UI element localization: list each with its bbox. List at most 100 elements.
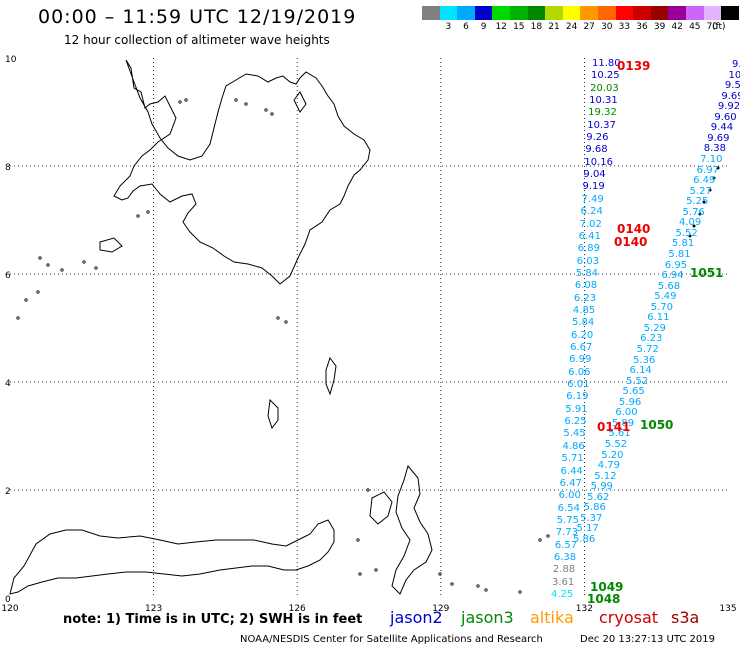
track-reading: 6.00 — [558, 490, 581, 502]
track-reading: 3.61 — [551, 576, 575, 588]
legend-label: 3 — [445, 22, 452, 32]
track-reading: 6.57 — [554, 539, 578, 551]
islet — [60, 268, 64, 272]
legend-swatch — [721, 6, 739, 20]
satellite-cryosat-label: cryosat — [599, 608, 659, 627]
satellite-jason3-label: jason3 — [461, 608, 514, 627]
legend-swatch — [422, 6, 440, 20]
track-point — [716, 166, 720, 170]
track-reading: 5.37 — [580, 512, 603, 524]
latitude-tick: 8 — [5, 163, 11, 173]
track-reading: 5.96 — [618, 396, 642, 408]
islet — [264, 108, 268, 112]
legend-swatch — [633, 6, 651, 20]
satellite-s3a-label: s3a — [671, 608, 700, 627]
page-subtitle: 12 hour collection of altimeter wave hei… — [64, 33, 330, 47]
track-point — [698, 212, 702, 216]
axis-tick-labels: 120 123 126 129 132 135 10 8 6 4 2 0 — [1, 55, 736, 614]
legend-label: 6 — [463, 22, 469, 32]
islet — [178, 100, 182, 104]
track-reading: 5.52 — [626, 375, 649, 387]
islet — [284, 320, 288, 324]
track-point — [712, 176, 716, 180]
legend-swatch — [685, 6, 704, 20]
track-reading: 9.69 — [707, 132, 730, 144]
track-reading: 5.45 — [563, 428, 586, 440]
track-reading: 5.70 — [650, 301, 673, 313]
legend-label: 70 — [706, 22, 719, 32]
legend-label: 30 — [601, 22, 613, 32]
track-reading: 5.86 — [583, 502, 606, 514]
track-point — [688, 234, 692, 238]
track-reading: 6.47 — [559, 477, 582, 489]
islet — [476, 584, 480, 588]
track-reading: 5.86 — [573, 534, 596, 545]
islet — [184, 98, 188, 102]
islet — [484, 588, 488, 592]
islet — [36, 290, 40, 294]
longitude-tick: 123 — [145, 604, 162, 614]
islet — [438, 572, 442, 576]
legend-swatch — [509, 6, 528, 20]
track-reading: 9.44 — [710, 122, 734, 134]
legend-swatch — [615, 6, 634, 20]
track-reading: 6.54 — [557, 502, 580, 514]
islet — [146, 210, 150, 214]
track-reading: 5.99 — [590, 481, 613, 493]
pass-number-label: 0141 — [597, 420, 631, 434]
legend-label: 45 — [689, 22, 701, 32]
track-reading: 4.25 — [551, 589, 574, 600]
track-reading: 6.95 — [664, 259, 688, 271]
legend-swatch — [527, 6, 546, 20]
track-reading: 6.23 — [640, 333, 663, 345]
legend-label: 18 — [530, 22, 543, 32]
track-reading: 5.29 — [643, 322, 666, 334]
track-reading: 5.72 — [636, 344, 659, 355]
track-reading: 10.25 — [591, 70, 620, 82]
longitude-tick: 126 — [289, 604, 306, 614]
islet — [94, 266, 98, 270]
pass-number-label: 1049 — [590, 580, 624, 594]
track-reading: 5.76 — [682, 206, 705, 218]
track-reading: 9.69 — [721, 90, 740, 102]
track-reading: 11.80 — [592, 58, 621, 69]
track-reading: 7.02 — [579, 218, 602, 230]
talaud-island — [267, 398, 279, 430]
track-reading: 2.88 — [552, 564, 576, 576]
siargao-island — [293, 91, 307, 113]
track-reading: 6.19 — [566, 391, 589, 403]
track-reading: 6.23 — [573, 292, 597, 304]
track-reading: 9.60 — [714, 111, 737, 123]
track-reading: 5.84 — [571, 317, 595, 329]
halmahera-coastline — [391, 464, 433, 595]
track-reading: 6.67 — [570, 342, 593, 354]
track-reading: 6.97 — [696, 164, 719, 176]
track-reading: 5.20 — [601, 449, 624, 461]
legend-label: 42 — [671, 22, 683, 32]
sulu-island — [99, 237, 123, 253]
track-reading: 5.89 — [611, 417, 635, 429]
islet — [356, 538, 360, 542]
islet — [374, 568, 378, 572]
track-reading: 9.92 — [717, 101, 740, 113]
legend-swatch — [580, 6, 598, 20]
legend-label: 9 — [480, 22, 487, 32]
longitude-tick: 120 — [1, 604, 18, 614]
islet — [24, 298, 28, 302]
track-reading: 9.04 — [583, 169, 606, 181]
pass-number-label: 1051 — [690, 266, 724, 280]
track-reading: 6.00 — [615, 407, 638, 419]
track-reading: 6.03 — [576, 255, 599, 267]
pass-number-label: 0140 — [617, 222, 651, 236]
track-reading: 5.71 — [561, 453, 584, 465]
track-reading: 5.75 — [556, 514, 579, 526]
track-reading: 5.52 — [675, 227, 698, 239]
track-reading: 6.49 — [693, 175, 716, 187]
islet — [538, 538, 542, 542]
islet — [136, 214, 140, 218]
track-reading: 5.91 — [565, 403, 588, 415]
sangihe-island — [325, 356, 337, 396]
legend-unit-label: (ft) — [712, 22, 726, 32]
track-reading: 6.11 — [647, 312, 670, 324]
